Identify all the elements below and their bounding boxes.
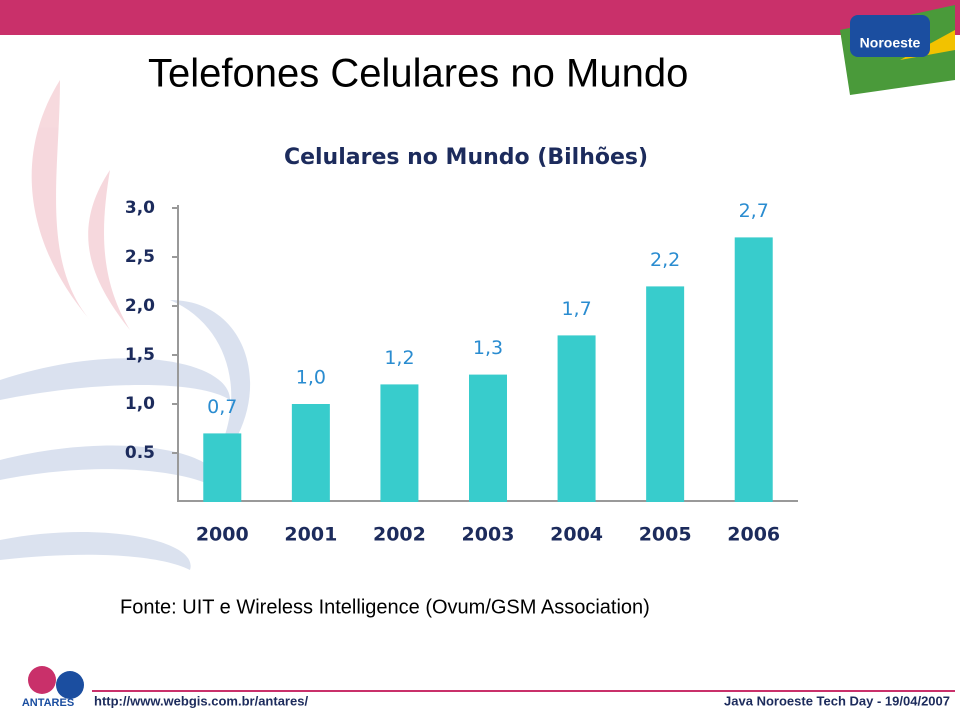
chart-title: Celulares no Mundo (Bilhões) [284,145,648,170]
bar [734,237,773,502]
y-tick-label: 2,5 [125,247,155,267]
header-bar [0,0,960,35]
value-label: 1,0 [296,367,326,389]
bar [557,335,596,502]
source-note: Fonte: UIT e Wireless Intelligence (Ovum… [120,596,650,618]
x-tick-label: 2000 [196,524,249,546]
x-tick-label: 2001 [284,524,337,546]
logo-right: Noroeste [840,5,955,95]
x-tick-label: 2006 [727,524,780,546]
y-tick-label: 2,0 [125,296,155,316]
bar [203,433,242,502]
logo-left: ANTARES [22,666,84,709]
value-label: 1,3 [473,337,503,359]
value-label: 2,2 [650,249,680,271]
value-label: 1,7 [561,298,591,320]
footer-event: Java Noroeste Tech Day - 19/04/2007 [724,693,950,708]
x-tick-label: 2004 [550,524,603,546]
logo-text: ANTARES [22,697,74,709]
y-tick-label: 1,0 [125,394,155,414]
x-tick-label: 2003 [462,524,515,546]
value-label: 1,2 [384,347,414,369]
y-tick-label: 3,0 [125,198,155,218]
bar [469,374,507,502]
plot: 0.5 1,0 1,5 2,0 2,5 3,0 2000 0,7 2001 1,0 2002 1,2 2… [125,198,780,546]
footer-url: http://www.webgis.com.br/antares/ [94,693,308,708]
logo-text: Noroeste [860,35,921,51]
x-tick-label: 2005 [639,524,692,546]
bar [646,286,685,502]
x-tick-label: 2002 [373,524,426,546]
value-label: 0,7 [207,396,237,418]
bar [291,404,330,502]
bar [380,384,419,502]
y-tick-label: 0.5 [125,443,155,463]
y-tick-label: 1,5 [125,345,155,365]
value-label: 2,7 [739,200,769,222]
slide-title: Telefones Celulares no Mundo [148,52,688,96]
